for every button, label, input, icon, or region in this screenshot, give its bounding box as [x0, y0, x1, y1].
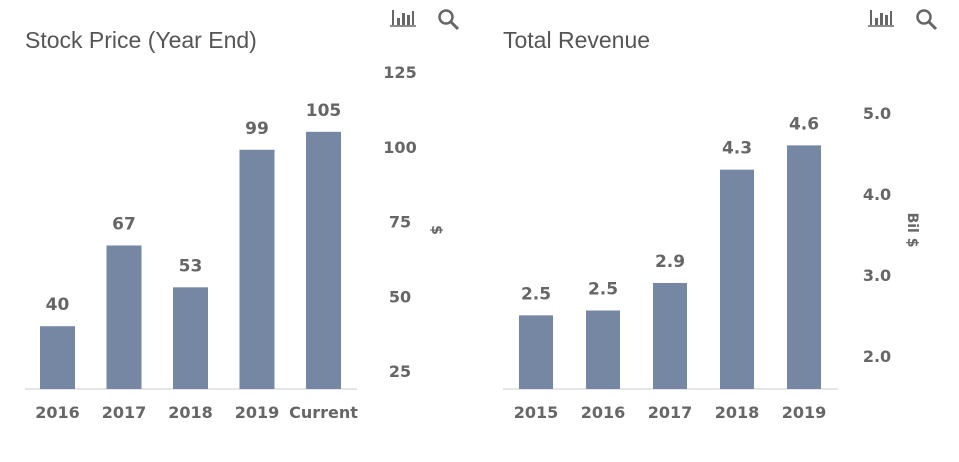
data-label: 2.5	[521, 284, 551, 304]
data-label: 105	[306, 101, 342, 121]
y-axis-label: $	[428, 225, 444, 235]
bar[interactable]	[720, 169, 754, 389]
bar[interactable]	[173, 287, 208, 389]
bar[interactable]	[519, 315, 553, 389]
y-tick-label: 100	[383, 138, 416, 157]
y-tick-label: 125	[383, 63, 416, 82]
x-tick-label: 2019	[235, 403, 280, 422]
total-revenue-chart: Total Revenue Bil $ 2.0 3.0 4.0 5.0 2.5 2015 2…	[503, 9, 938, 422]
y-tick-label: 50	[389, 287, 411, 306]
data-label: 2.9	[655, 252, 685, 272]
x-tick-label: 2017	[102, 403, 147, 422]
data-label: 2.5	[588, 279, 618, 299]
bar[interactable]	[653, 282, 687, 389]
x-tick-label: 2018	[715, 403, 760, 422]
bar-chart-icon[interactable]	[868, 10, 894, 27]
data-label: 40	[46, 295, 70, 315]
data-label: 67	[112, 214, 136, 234]
x-tick-label: 2016	[581, 403, 626, 422]
x-tick-label: 2018	[168, 403, 213, 422]
y-tick-label: 75	[389, 213, 411, 232]
chart-title: Stock Price (Year End)	[25, 27, 257, 53]
y-tick-label: 25	[389, 362, 411, 381]
bar[interactable]	[40, 326, 75, 389]
bar[interactable]	[787, 145, 821, 389]
search-icon[interactable]	[438, 9, 460, 31]
x-tick-label: 2017	[648, 403, 693, 422]
chart-title: Total Revenue	[503, 27, 650, 53]
bar[interactable]	[306, 131, 341, 389]
y-tick-label: 3.0	[863, 266, 891, 285]
y-tick-label: 4.0	[863, 185, 891, 204]
data-label: 99	[245, 119, 269, 139]
stock-price-chart: Stock Price (Year End) $ 25 50 75 100 125 40 2…	[25, 9, 460, 422]
search-icon[interactable]	[916, 9, 938, 31]
data-label: 53	[179, 256, 203, 276]
bar-chart-icon[interactable]	[390, 10, 416, 27]
x-tick-label: 2016	[35, 403, 80, 422]
data-label: 4.3	[722, 139, 752, 159]
bar[interactable]	[106, 245, 142, 389]
x-tick-label: Current	[289, 403, 358, 422]
x-tick-label: 2019	[782, 403, 827, 422]
bar[interactable]	[239, 149, 275, 389]
x-tick-label: 2015	[514, 403, 559, 422]
y-tick-label: 2.0	[863, 347, 891, 366]
y-axis-label: Bil $	[904, 213, 920, 248]
y-tick-label: 5.0	[863, 104, 891, 123]
data-label: 4.6	[789, 114, 819, 134]
bar[interactable]	[586, 310, 620, 389]
